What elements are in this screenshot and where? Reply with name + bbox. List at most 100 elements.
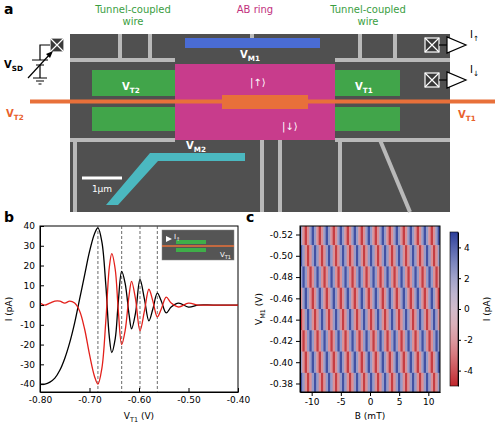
heatmap-cell — [368, 309, 371, 331]
heatmap-cell — [328, 330, 331, 352]
heatmap-cell — [319, 266, 322, 288]
heatmap-cell — [326, 352, 329, 374]
heatmap-cell — [386, 309, 389, 331]
heatmap-cell — [398, 373, 401, 392]
heatmap-cell — [337, 288, 340, 310]
tick-mark — [296, 362, 300, 363]
heatmap-cell — [326, 226, 329, 246]
gate-electrode — [70, 138, 175, 142]
heatmap-cell — [384, 352, 387, 374]
heatmap-cell — [302, 330, 305, 352]
heatmap-cell — [393, 330, 396, 352]
heatmap-cell — [428, 266, 431, 288]
heatmap-cell — [314, 309, 317, 331]
heatmap-cell — [391, 226, 394, 246]
heatmap-cell — [386, 226, 389, 246]
label-rest: (V) — [254, 293, 264, 309]
heatmap-cell — [386, 288, 389, 310]
tunnel-gate — [335, 107, 400, 131]
heatmap-cell — [400, 309, 403, 331]
heatmap-cell — [372, 226, 375, 246]
heatmap-cell — [386, 330, 389, 352]
heatmap-cell — [347, 288, 350, 310]
heatmap-cell — [421, 330, 424, 352]
heatmap-cell — [400, 330, 403, 352]
axis: -40-30-20-10010203040 — [20, 221, 44, 392]
heatmap-cell — [344, 288, 347, 310]
label-subscript: T1 — [363, 86, 373, 95]
gate-electrode — [278, 140, 282, 212]
tick-mark — [428, 392, 429, 396]
heatmap-cell — [358, 245, 361, 267]
heatmap-cell — [433, 309, 436, 331]
heatmap-cell — [356, 226, 359, 246]
heatmap-cell — [389, 245, 392, 267]
tick-mark — [90, 388, 91, 392]
label-subscript: M1 — [248, 54, 260, 63]
heatmap-cell — [419, 288, 422, 310]
heatmap-cell — [316, 245, 319, 267]
heatmap-cell — [312, 288, 315, 310]
heatmap-cell — [335, 266, 338, 288]
heatmap-cell — [377, 352, 380, 374]
heatmap-cell — [328, 288, 331, 310]
heatmap-cell — [363, 288, 366, 310]
heatmap-cell — [433, 288, 436, 310]
heatmap-cell — [349, 266, 352, 288]
tick: -40 — [20, 379, 44, 389]
heatmap-cell — [365, 373, 368, 392]
tick: 4 — [458, 243, 470, 253]
heatmap-cell — [375, 373, 378, 392]
heatmap-cell — [316, 226, 319, 246]
heatmap-cell — [333, 288, 336, 310]
panel-letter: a — [4, 1, 13, 17]
heatmap-cell — [347, 309, 350, 331]
heatmap-cell — [414, 330, 417, 352]
tick: 10 — [24, 281, 44, 291]
heatmap-cell — [393, 245, 396, 267]
heatmap-cell — [400, 266, 403, 288]
tick: -10 — [305, 392, 320, 407]
heatmap-cell — [337, 226, 340, 246]
heatmap-cell — [405, 330, 408, 352]
heatmap-cell — [393, 266, 396, 288]
heatmap-cell — [410, 266, 413, 288]
heatmap-cell — [302, 309, 305, 331]
heatmap-cell — [398, 226, 401, 246]
heatmap-cell — [342, 226, 345, 246]
scale-label: 1μm — [92, 184, 112, 194]
heatmap-cell — [305, 266, 308, 288]
tick-label: -4 — [464, 366, 473, 376]
axis: -0.52-0.50-0.48-0.46-0.44-0.42-0.40-0.38 — [270, 227, 301, 393]
heatmap-cell — [354, 266, 357, 288]
tick-mark — [399, 392, 400, 396]
label-subscript: SD — [12, 64, 23, 73]
contact-cross — [425, 73, 439, 87]
heatmap-cell — [424, 309, 427, 331]
heatmap-cell — [410, 330, 413, 352]
heatmap-cell — [363, 309, 366, 331]
heatmap-cell — [326, 373, 329, 392]
heatmap-cell — [305, 309, 308, 331]
tick: -0.48 — [270, 272, 300, 282]
heatmap-cell — [335, 330, 338, 352]
heatmap-cell — [386, 245, 389, 267]
heatmap-cell — [340, 266, 343, 288]
tick-mark — [296, 298, 300, 299]
heatmap-cell — [426, 373, 429, 392]
tick: 0 — [29, 300, 44, 310]
heatmap-cell — [428, 352, 431, 374]
panel-letter: c — [246, 209, 254, 225]
heatmap-cell — [400, 373, 403, 392]
heatmap-cell — [356, 330, 359, 352]
heatmap-cell — [389, 330, 392, 352]
gate-electrode — [380, 140, 410, 212]
heatmap-cell — [321, 352, 324, 374]
heatmap-cell — [426, 352, 429, 374]
voltage-label: VSD — [4, 59, 23, 73]
heatmap-cell — [382, 373, 385, 392]
heatmap-cell — [435, 309, 438, 331]
heatmap-cell — [370, 352, 373, 374]
heatmap-cell — [330, 352, 333, 374]
tick: -0.52 — [270, 230, 300, 240]
